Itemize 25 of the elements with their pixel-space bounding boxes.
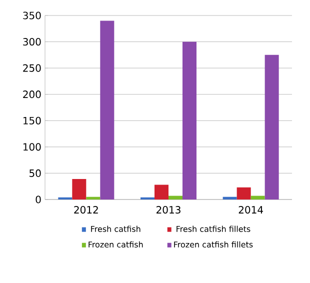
y-tick-label: 250 [23, 64, 41, 72]
bar [222, 196, 237, 200]
x-tick-label: 2012 [74, 206, 98, 214]
bar [154, 184, 168, 200]
y-tick-label: 150 [23, 116, 41, 124]
x-tick-label: 2014 [238, 206, 263, 214]
bar [264, 54, 279, 200]
y-tick-label: 0 [36, 196, 41, 204]
bar [86, 196, 100, 200]
legend-label: Fresh catfish fillets [176, 226, 250, 232]
legend-label: Frozen catfish fillets [174, 241, 253, 248]
bar [182, 42, 196, 200]
bar [100, 20, 114, 200]
y-tick-label: 50 [30, 169, 41, 177]
bar [236, 187, 251, 200]
y-tick-label: 350 [23, 12, 41, 20]
bar [250, 196, 265, 200]
y-tick-label: 300 [23, 38, 41, 46]
bar [72, 178, 86, 200]
y-tick-label: 200 [23, 90, 41, 98]
x-tick-label: 2013 [156, 206, 180, 214]
legend-label: Frozen catfish [88, 241, 143, 248]
bar [168, 196, 182, 200]
y-tick-label: 100 [23, 143, 41, 151]
legend-label: Fresh catfish [91, 226, 140, 232]
